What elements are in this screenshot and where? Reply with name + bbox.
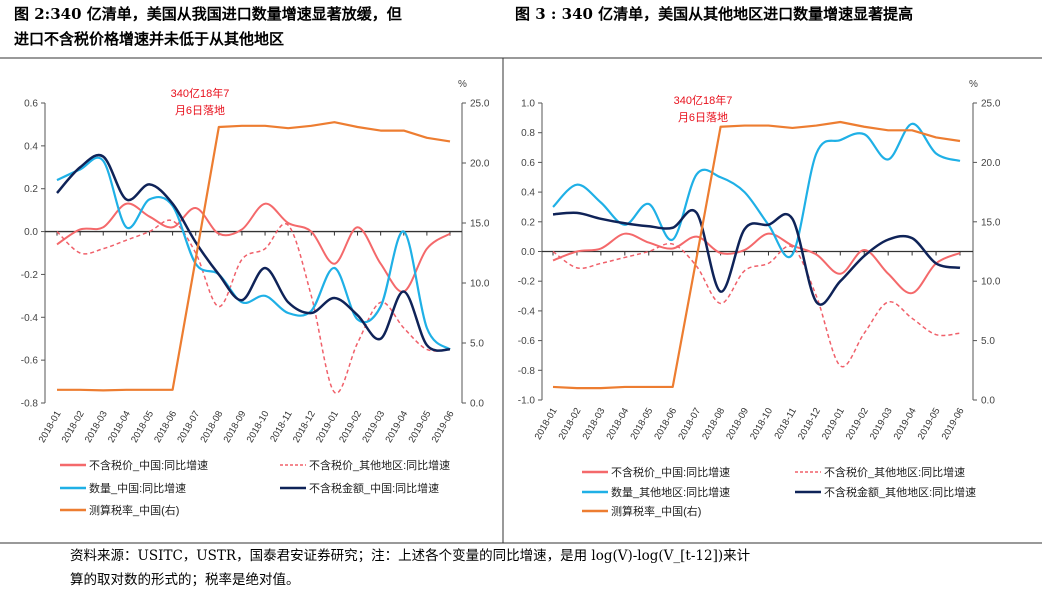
y-tick-label: -0.8 xyxy=(518,366,536,377)
source-note-line2: 算的取对数的形式的；税率是绝对值。 xyxy=(70,572,300,588)
fig3-chart: 1.0 0.8 0.6 0.4 0.2 0.0 -0.2 -0.4 -0.6 -0.8 -1.0 25… xyxy=(518,79,1001,518)
figure-2-title-line2: 进口不含税价格增速并未低于从其他地区 xyxy=(14,30,285,48)
y-tick-label: -1.0 xyxy=(518,396,536,407)
legend-label: 数量_中国:同比增速 xyxy=(89,481,186,495)
y-tick-label: 0.0 xyxy=(521,247,535,258)
y2-tick-label: 20.0 xyxy=(470,159,490,170)
figure-3-title: 图 3 : 340 亿清单，美国从其他地区进口数量增速显著提高 xyxy=(515,5,914,23)
y2-tick-label: 20.0 xyxy=(981,158,1001,169)
legend-label: 不含税价_其他地区:同比增速 xyxy=(824,465,965,479)
y2-tick-label: 0.0 xyxy=(981,396,995,407)
series-line-dashed xyxy=(56,219,451,394)
y2-tick-label: 10.0 xyxy=(981,277,1001,288)
y-tick-label: 0.8 xyxy=(521,128,535,139)
source-note-line1: 资料来源：USITC，USTR，国泰君安证券研究；注：上述各个变量的同比增速，是… xyxy=(70,548,751,564)
y-tick-label: 0.2 xyxy=(24,184,38,195)
y-tick-label: 0.6 xyxy=(521,158,535,169)
series-line-cyan xyxy=(552,122,961,259)
fig2-chart: 0.6 0.4 0.2 0.0 -0.2 -0.4 -0.6 -0.8 25.0 20.0 15.0… xyxy=(21,79,490,517)
series-line-red xyxy=(552,232,961,295)
y-tick-label: -0.6 xyxy=(21,356,39,367)
x-tick-label: 2019-06 xyxy=(430,409,457,445)
series-line-orange xyxy=(552,120,961,390)
release-annotation: 340亿18年7 xyxy=(674,93,733,107)
y2-tick-label: 15.0 xyxy=(981,217,1001,228)
x-tick-label: 2018-10 xyxy=(748,406,775,442)
legend-label: 不含税金额_中国:同比增速 xyxy=(309,481,439,495)
y2-tick-label: 15.0 xyxy=(470,219,490,230)
series-line-navy xyxy=(552,209,961,306)
y-tick-label: 0.2 xyxy=(521,217,535,228)
release-annotation: 340亿18年7 xyxy=(171,86,230,100)
legend-label: 不含税价_中国:同比增速 xyxy=(89,458,208,472)
legend-label: 测算税率_中国(右) xyxy=(611,504,701,518)
legend-label: 不含税价_中国:同比增速 xyxy=(611,465,730,479)
series-line-navy xyxy=(56,153,451,352)
y2-tick-label: 5.0 xyxy=(470,339,484,350)
y2-unit-label: % xyxy=(458,79,467,90)
y2-tick-label: 0.0 xyxy=(470,399,484,410)
release-annotation: 月6日落地 xyxy=(175,104,225,117)
figure-2-title-line1: 图 2:340 亿清单，美国从我国进口数量增速显著放缓，但 xyxy=(14,5,402,23)
y-tick-label: 1.0 xyxy=(521,99,535,110)
x-tick-label: 2019-06 xyxy=(940,406,967,442)
y-tick-label: -0.6 xyxy=(518,336,536,347)
legend-label: 测算税率_中国(右) xyxy=(89,503,179,517)
y-tick-label: -0.2 xyxy=(21,270,39,281)
release-annotation: 月6日落地 xyxy=(678,111,728,124)
y2-tick-label: 25.0 xyxy=(470,99,490,110)
y-tick-label: 0.4 xyxy=(521,188,535,199)
y-tick-label: 0.0 xyxy=(24,227,38,238)
legend-label: 不含税金额_其他地区:同比增速 xyxy=(824,485,976,499)
legend-label: 数量_其他地区:同比增速 xyxy=(611,485,730,499)
y2-tick-label: 25.0 xyxy=(981,99,1001,110)
y-tick-label: 0.4 xyxy=(24,141,38,152)
series-line-cyan xyxy=(56,156,451,351)
series-line-dashed xyxy=(552,242,961,368)
y2-tick-label: 10.0 xyxy=(470,279,490,290)
x-tick-label: 2018-11 xyxy=(772,406,799,441)
legend-label: 不含税价_其他地区:同比增速 xyxy=(309,458,450,472)
y2-tick-label: 5.0 xyxy=(981,336,995,347)
y-tick-label: 0.6 xyxy=(24,99,38,110)
y-tick-label: -0.4 xyxy=(21,313,39,324)
series-line-red xyxy=(56,202,451,293)
y-tick-label: -0.2 xyxy=(518,277,536,288)
y2-unit-label: % xyxy=(969,79,978,90)
series-line-orange xyxy=(57,121,451,392)
y-tick-label: -0.8 xyxy=(21,399,39,410)
y-tick-label: -0.4 xyxy=(518,306,536,317)
